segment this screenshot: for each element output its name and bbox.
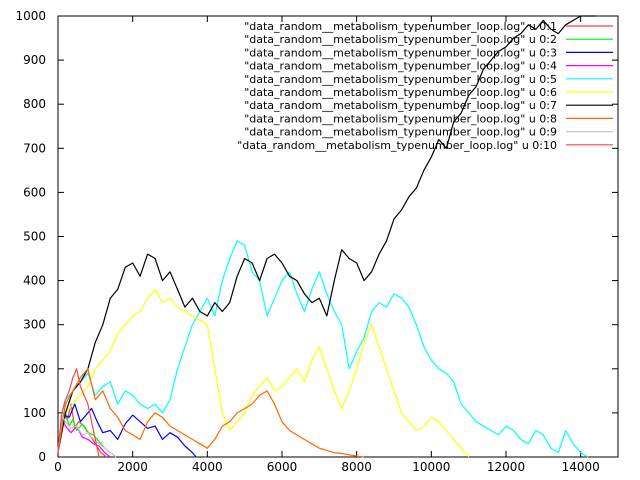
x-axis: 0 2000 4000 6000 8000 10000 12000 14000 [54,16,600,474]
y-tick-label: 500 [23,230,46,244]
x-tick-label: 4000 [192,460,223,474]
series-line-8 [57,368,365,458]
series-group [57,15,596,458]
x-tick-label: 0 [54,460,62,474]
legend-label-10: "data_random__metabolism_typenumber_loop… [237,139,557,152]
y-tick-label: 400 [23,274,46,288]
legend-label-6: "data_random__metabolism_typenumber_loop… [244,86,557,99]
series-line-4 [57,416,111,458]
y-tick-label: 600 [23,185,46,199]
legend-label-5: "data_random__metabolism_typenumber_loop… [244,73,557,86]
x-tick-label: 2000 [117,460,148,474]
legend-label-1: "data_random__metabolism_typenumber_loop… [244,20,557,33]
series-line-5 [57,240,589,458]
x-tick-label: 12000 [487,460,525,474]
y-tick-label: 300 [23,318,46,332]
series-line-7 [57,15,596,453]
y-tick-label: 0 [38,450,46,464]
y-axis: 0 100 200 300 400 500 600 700 800 900 1000 [15,9,618,464]
legend-label-9: "data_random__metabolism_typenumber_loop… [244,126,557,139]
legend-label-3: "data_random__metabolism_typenumber_loop… [244,46,557,59]
legend-label-2: "data_random__metabolism_typenumber_loop… [244,33,557,46]
y-tick-label: 1000 [15,9,46,23]
x-tick-label: 10000 [412,460,450,474]
x-tick-label: 6000 [267,460,298,474]
y-tick-label: 800 [23,97,46,111]
y-tick-label: 200 [23,362,46,376]
x-tick-label: 8000 [341,460,372,474]
series-line-9 [57,414,117,458]
y-tick-label: 700 [23,141,46,155]
y-tick-label: 100 [23,406,46,420]
series-line-6 [57,288,470,458]
series-line-10 [57,368,100,458]
series-line-3 [57,403,197,458]
legend-label-8: "data_random__metabolism_typenumber_loop… [244,112,557,125]
legend: "data_random__metabolism_typenumber_loop… [237,20,613,152]
legend-label-4: "data_random__metabolism_typenumber_loop… [244,60,557,73]
y-tick-label: 900 [23,53,46,67]
legend-label-7: "data_random__metabolism_typenumber_loop… [244,99,557,112]
x-tick-label: 14000 [562,460,600,474]
